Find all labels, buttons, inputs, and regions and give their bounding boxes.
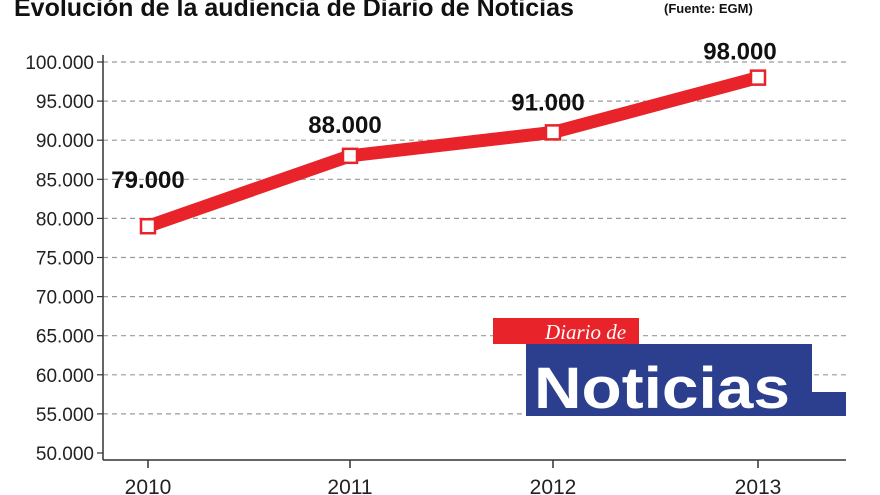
x-axis-ticks bbox=[147, 460, 759, 468]
y-tick-label: 100.000 bbox=[25, 53, 94, 74]
y-tick-label: 85.000 bbox=[36, 170, 94, 191]
y-tick-label: 75.000 bbox=[36, 249, 94, 270]
data-point bbox=[749, 69, 767, 86]
data-points bbox=[139, 69, 767, 235]
y-tick-label: 80.000 bbox=[36, 209, 94, 230]
y-tick-label: 55.000 bbox=[36, 405, 94, 426]
grid-lines bbox=[97, 61, 846, 454]
x-axis-labels: 2010 2011 2012 2013 bbox=[125, 476, 782, 495]
x-tick-label: 2012 bbox=[530, 476, 577, 495]
logo-blue-tail bbox=[812, 392, 846, 416]
logo-blue-band bbox=[526, 344, 812, 416]
logo-top-text: Diario de bbox=[544, 320, 626, 344]
logo-main-text: Noticias bbox=[534, 356, 790, 421]
chart-source: (Fuente: EGM) bbox=[664, 1, 753, 16]
data-point bbox=[341, 147, 359, 165]
data-label: 79.000 bbox=[111, 167, 184, 194]
diario-de-noticias-logo: Diario de Noticias bbox=[493, 318, 846, 421]
x-tick-label: 2013 bbox=[735, 476, 782, 495]
data-labels: 79.000 88.000 91.000 98.000 bbox=[111, 39, 776, 195]
chart-title: Evolución de la audiencia de Diario de N… bbox=[14, 0, 574, 22]
y-tick-label: 95.000 bbox=[36, 92, 94, 113]
y-tick-label: 70.000 bbox=[36, 288, 94, 309]
y-tick-label: 50.000 bbox=[36, 444, 94, 465]
y-axis-labels: 100.000 95.000 90.000 85.000 80.000 75.000 70.… bbox=[25, 53, 94, 465]
data-label: 88.000 bbox=[308, 112, 381, 139]
data-point bbox=[544, 124, 562, 141]
y-tick-label: 65.000 bbox=[36, 327, 94, 348]
x-tick-label: 2011 bbox=[327, 476, 372, 495]
x-tick-label: 2010 bbox=[125, 476, 172, 495]
y-tick-label: 60.000 bbox=[36, 366, 94, 387]
data-label: 98.000 bbox=[703, 39, 776, 66]
logo-red-band bbox=[493, 318, 639, 344]
y-tick-label: 90.000 bbox=[36, 131, 94, 152]
data-label: 91.000 bbox=[511, 89, 584, 116]
data-point bbox=[139, 217, 157, 235]
series-line bbox=[141, 71, 765, 233]
